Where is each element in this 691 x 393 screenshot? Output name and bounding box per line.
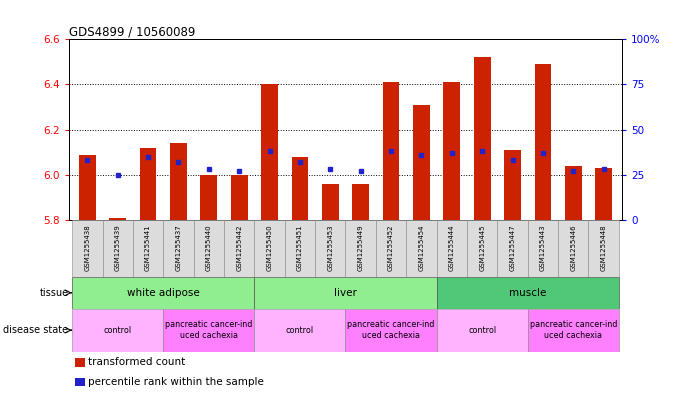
Text: GSM1255440: GSM1255440 — [206, 224, 212, 271]
Text: control: control — [104, 326, 132, 334]
Bar — [75, 378, 84, 386]
Bar — [346, 220, 376, 277]
Bar — [75, 358, 84, 367]
Text: GSM1255448: GSM1255448 — [600, 224, 607, 271]
Text: pancreatic cancer-ind
uced cachexia: pancreatic cancer-ind uced cachexia — [165, 320, 252, 340]
Bar — [558, 220, 589, 277]
Bar — [565, 166, 582, 220]
Bar — [292, 157, 308, 220]
Text: GSM1255449: GSM1255449 — [358, 224, 363, 271]
Bar — [467, 220, 498, 277]
Bar — [254, 220, 285, 277]
Text: tissue: tissue — [39, 288, 68, 298]
Bar — [504, 150, 521, 220]
Text: pancreatic cancer-ind
uced cachexia: pancreatic cancer-ind uced cachexia — [348, 320, 435, 340]
Bar — [231, 175, 247, 220]
Bar — [352, 184, 369, 220]
Bar — [322, 184, 339, 220]
Bar — [315, 220, 346, 277]
Text: GSM1255441: GSM1255441 — [145, 224, 151, 271]
Text: percentile rank within the sample: percentile rank within the sample — [88, 377, 265, 387]
Bar — [133, 220, 163, 277]
Text: GSM1255451: GSM1255451 — [297, 224, 303, 271]
Bar — [285, 220, 315, 277]
Text: GSM1255450: GSM1255450 — [267, 224, 272, 271]
Bar — [346, 309, 437, 352]
Bar — [406, 220, 437, 277]
Bar — [102, 220, 133, 277]
Text: GSM1255439: GSM1255439 — [115, 224, 121, 271]
Text: GSM1255444: GSM1255444 — [449, 224, 455, 271]
Bar — [413, 105, 430, 220]
Bar — [163, 220, 193, 277]
Bar — [528, 220, 558, 277]
Bar — [170, 143, 187, 220]
Text: transformed count: transformed count — [88, 357, 186, 367]
Bar — [163, 309, 254, 352]
Text: GSM1255443: GSM1255443 — [540, 224, 546, 271]
Bar — [261, 84, 278, 220]
Text: muscle: muscle — [509, 288, 547, 298]
Bar — [72, 220, 102, 277]
Text: disease state: disease state — [3, 325, 68, 335]
Bar — [444, 82, 460, 220]
Text: GSM1255454: GSM1255454 — [419, 224, 424, 271]
Bar — [383, 82, 399, 220]
Bar — [140, 148, 156, 220]
Text: GSM1255438: GSM1255438 — [84, 224, 91, 271]
Bar — [437, 309, 528, 352]
Text: GSM1255437: GSM1255437 — [176, 224, 182, 271]
Text: GSM1255452: GSM1255452 — [388, 224, 394, 271]
Bar — [376, 220, 406, 277]
Bar — [72, 277, 254, 309]
Text: pancreatic cancer-ind
uced cachexia: pancreatic cancer-ind uced cachexia — [529, 320, 617, 340]
Bar — [437, 220, 467, 277]
Text: GSM1255446: GSM1255446 — [570, 224, 576, 271]
Bar — [528, 309, 619, 352]
Text: liver: liver — [334, 288, 357, 298]
Text: GSM1255453: GSM1255453 — [328, 224, 333, 271]
Text: GDS4899 / 10560089: GDS4899 / 10560089 — [69, 25, 196, 38]
Bar — [254, 309, 346, 352]
Bar — [589, 220, 619, 277]
Text: GSM1255445: GSM1255445 — [479, 224, 485, 271]
Text: white adipose: white adipose — [127, 288, 200, 298]
Bar — [224, 220, 254, 277]
Bar — [535, 64, 551, 220]
Bar — [474, 57, 491, 220]
Bar — [498, 220, 528, 277]
Text: GSM1255447: GSM1255447 — [509, 224, 515, 271]
Bar — [200, 175, 217, 220]
Text: control: control — [468, 326, 496, 334]
Bar — [72, 309, 163, 352]
Text: control: control — [286, 326, 314, 334]
Bar — [193, 220, 224, 277]
Bar — [437, 277, 619, 309]
Text: GSM1255442: GSM1255442 — [236, 224, 242, 271]
Bar — [596, 168, 612, 220]
Bar — [109, 218, 126, 220]
Bar — [79, 154, 95, 220]
Bar — [254, 277, 437, 309]
